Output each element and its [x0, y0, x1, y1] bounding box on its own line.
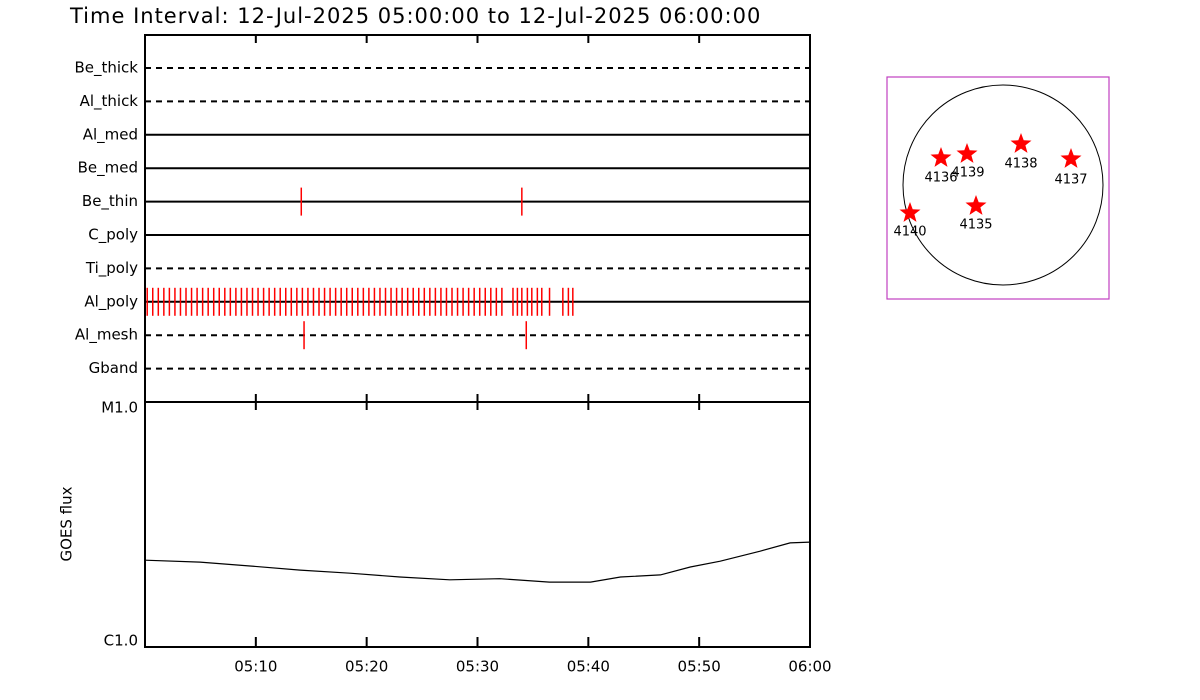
row-label: Be_thick: [74, 59, 138, 78]
x-tick-label: 05:30: [456, 658, 499, 676]
row-label: Be_thin: [82, 192, 138, 211]
row-label: Al_thick: [80, 92, 139, 111]
row-label: Al_med: [83, 125, 138, 144]
region-star: [956, 143, 978, 163]
region-label: 4138: [1004, 157, 1037, 172]
region-star: [899, 202, 921, 222]
region-star: [930, 147, 952, 167]
y-axis-label: GOES flux: [58, 486, 76, 561]
region-label: 4135: [959, 218, 992, 233]
row-label: Al_poly: [84, 292, 138, 311]
region-star: [1010, 133, 1032, 153]
row-label: C_poly: [88, 226, 138, 245]
goes-frame: [144, 401, 811, 648]
row-label: Al_mesh: [75, 326, 138, 345]
y-tick-label: C1.0: [104, 632, 138, 650]
x-tick-label: 06:00: [788, 658, 831, 676]
x-tick-label: 05:10: [234, 658, 277, 676]
row-label: Ti_poly: [85, 259, 138, 278]
region-star: [965, 195, 987, 215]
region-label: 4137: [1054, 173, 1087, 188]
x-tick-label: 05:50: [678, 658, 721, 676]
solar-disk: [902, 84, 1104, 286]
region-label: 4136: [924, 171, 957, 186]
row-label: Gband: [89, 359, 138, 377]
goes-curve: [144, 541, 811, 583]
region-label: 4140: [893, 225, 926, 240]
title: Time Interval: 12-Jul-2025 05:00:00 to 1…: [69, 4, 761, 28]
map-frame: [886, 76, 1110, 300]
region-star: [1060, 148, 1082, 168]
row-label: Be_med: [78, 159, 138, 178]
timeline-frame: [144, 34, 811, 403]
x-tick-label: 05:40: [567, 658, 610, 676]
x-tick-label: 05:20: [345, 658, 388, 676]
region-label: 4139: [951, 166, 984, 181]
y-tick-label: M1.0: [101, 399, 138, 417]
